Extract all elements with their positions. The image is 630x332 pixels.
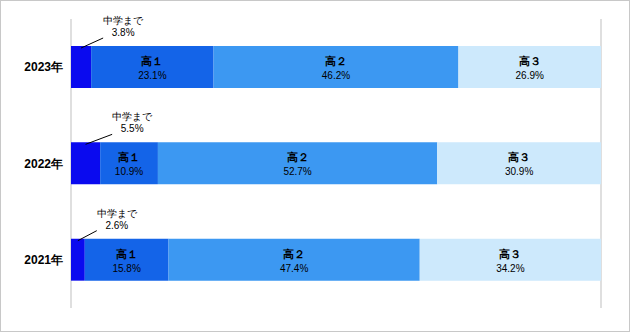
svg-text:52.7%: 52.7% bbox=[283, 166, 311, 177]
svg-text:中学まで: 中学まで bbox=[103, 15, 144, 26]
svg-text:高２: 高２ bbox=[325, 55, 347, 67]
svg-text:2022年: 2022年 bbox=[24, 157, 63, 171]
svg-text:10.9%: 10.9% bbox=[115, 166, 143, 177]
svg-text:3.8%: 3.8% bbox=[112, 27, 135, 38]
svg-text:26.9%: 26.9% bbox=[516, 70, 544, 81]
svg-text:2021年: 2021年 bbox=[24, 253, 63, 267]
svg-text:高２: 高２ bbox=[287, 151, 309, 163]
svg-text:5.5%: 5.5% bbox=[121, 123, 144, 134]
svg-text:中学まで: 中学まで bbox=[97, 208, 138, 219]
svg-text:2023年: 2023年 bbox=[24, 60, 63, 74]
svg-text:高３: 高３ bbox=[519, 55, 541, 67]
svg-text:高２: 高２ bbox=[283, 248, 305, 260]
svg-text:高１: 高１ bbox=[118, 151, 140, 163]
svg-text:中学まで: 中学まで bbox=[112, 111, 153, 122]
svg-text:2.6%: 2.6% bbox=[105, 220, 128, 231]
svg-text:46.2%: 46.2% bbox=[322, 70, 350, 81]
svg-text:高１: 高１ bbox=[141, 55, 163, 67]
svg-text:15.8%: 15.8% bbox=[112, 263, 140, 274]
svg-text:47.4%: 47.4% bbox=[280, 263, 308, 274]
svg-text:高３: 高３ bbox=[508, 151, 530, 163]
svg-text:30.9%: 30.9% bbox=[505, 166, 533, 177]
svg-text:23.1%: 23.1% bbox=[138, 70, 166, 81]
svg-text:34.2%: 34.2% bbox=[496, 263, 524, 274]
svg-text:高１: 高１ bbox=[116, 248, 138, 260]
svg-text:高３: 高３ bbox=[499, 248, 521, 260]
